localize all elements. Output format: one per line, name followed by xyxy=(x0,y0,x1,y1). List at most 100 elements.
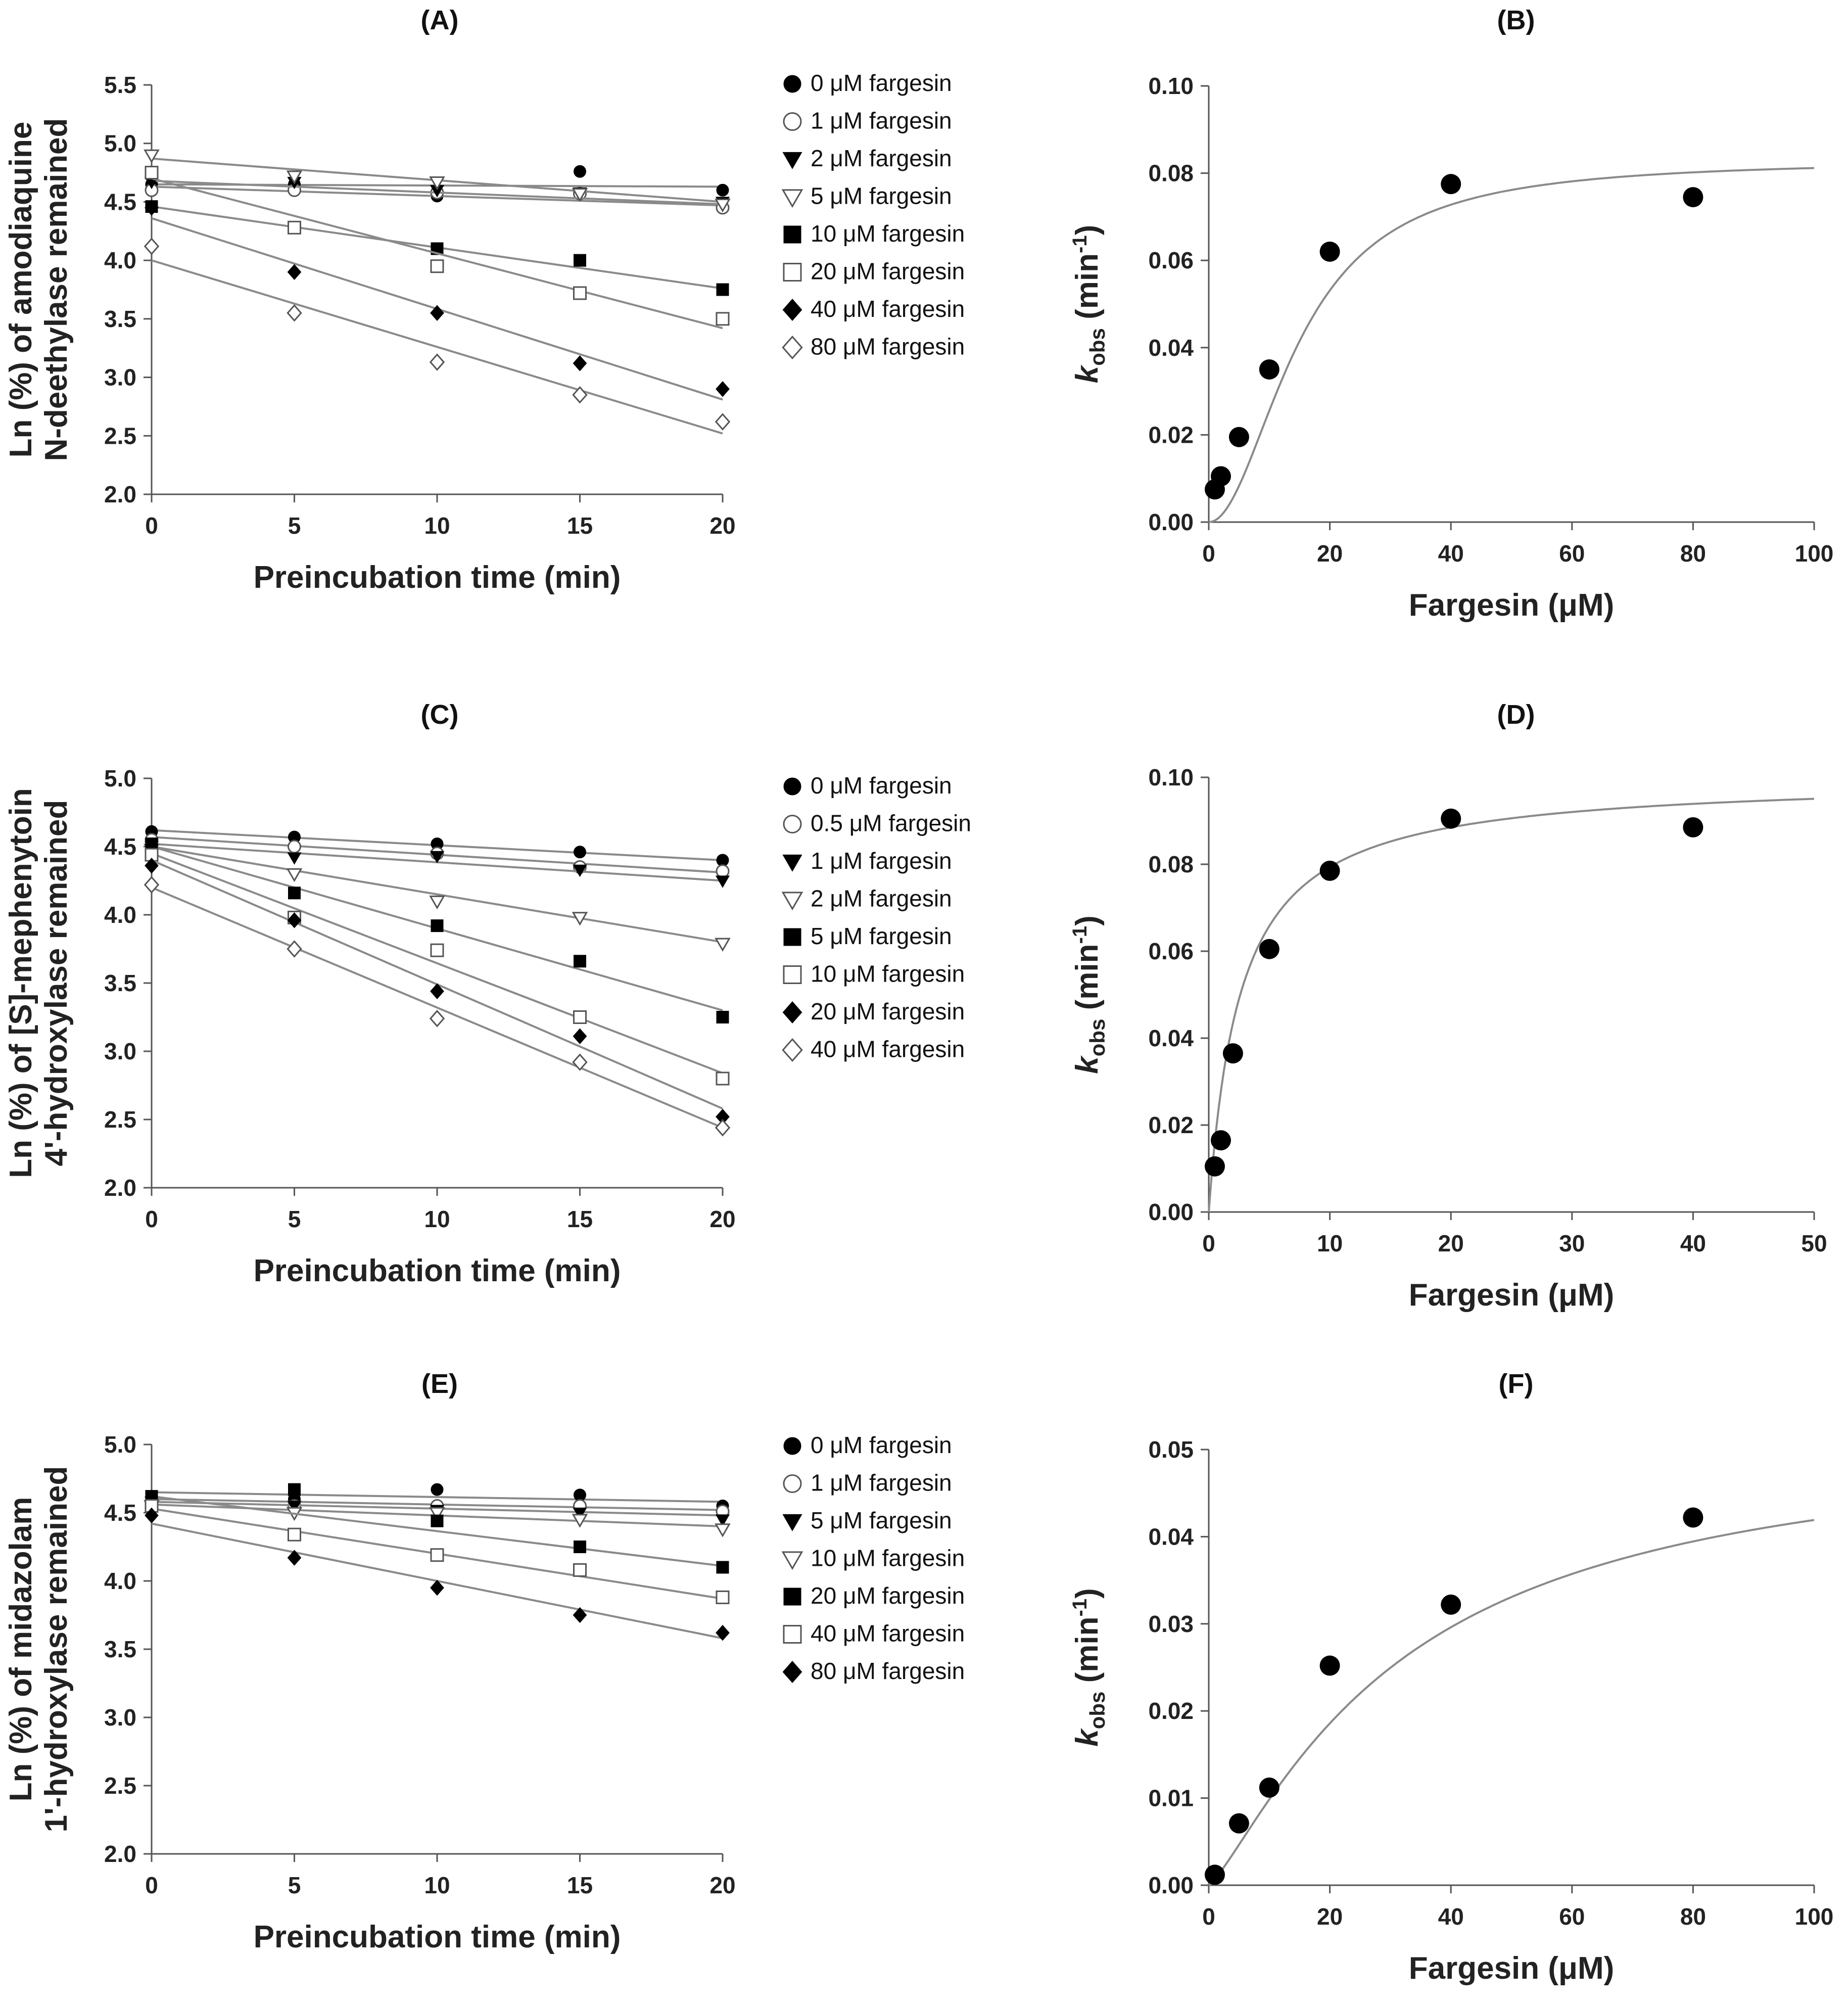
y-tick-label: 2.0 xyxy=(104,1175,136,1201)
y-tick-label: 0.00 xyxy=(1148,1199,1194,1225)
data-point xyxy=(430,259,444,273)
panel-title: (D) xyxy=(1497,700,1535,730)
y-title-end: ) xyxy=(1070,225,1105,236)
legend-label: 10 μM fargesin xyxy=(811,1545,965,1571)
legend-marker xyxy=(782,335,803,360)
y-tick-label: 0.03 xyxy=(1148,1611,1194,1637)
data-point xyxy=(287,1501,302,1513)
y-tick-label: 3.0 xyxy=(104,364,136,391)
data-point xyxy=(716,312,730,326)
data-point xyxy=(1683,187,1703,208)
y-tick-label: 4.0 xyxy=(104,1568,136,1594)
legend-label: 2 μM fargesin xyxy=(811,145,952,171)
data-point xyxy=(287,304,302,322)
y-tick-label: 2.0 xyxy=(104,481,136,507)
y-tick-label: 3.5 xyxy=(104,970,136,996)
data-point xyxy=(716,183,729,197)
data-point xyxy=(429,353,445,371)
fit-line xyxy=(151,852,723,1075)
data-point xyxy=(573,1010,587,1024)
y-tick-label: 2.5 xyxy=(104,423,136,449)
data-point xyxy=(286,170,303,184)
data-point xyxy=(145,1507,159,1524)
legend-label: 1 μM fargesin xyxy=(811,848,952,874)
data-point xyxy=(1210,466,1231,487)
fit-line xyxy=(151,259,723,435)
data-point xyxy=(429,1009,445,1028)
legend-marker xyxy=(783,777,801,796)
y-tick-label: 2.0 xyxy=(104,1841,136,1867)
panel-title: (B) xyxy=(1497,5,1535,35)
panel-C: (C) 0 5 10 15 20 2.0 2.5 3.0 3.5 4.0 4.5 5.0 Preincub… xyxy=(4,700,971,1288)
y-tick-label: 0.01 xyxy=(1148,1785,1194,1811)
x-tick-label: 30 xyxy=(1559,1230,1585,1256)
y-tick-label: 0.00 xyxy=(1148,1872,1194,1898)
legend-label: 20 μM fargesin xyxy=(811,258,965,285)
series-6 xyxy=(145,858,730,1125)
legend-marker xyxy=(782,1038,803,1062)
series-3 xyxy=(144,844,731,952)
panel-title: (E) xyxy=(421,1369,458,1399)
x-tick-label: 15 xyxy=(567,1206,593,1232)
legend-label: 5 μM fargesin xyxy=(811,183,952,209)
y-tick-label: 4.0 xyxy=(104,247,136,273)
series-4 xyxy=(145,837,729,1023)
legend-label: 0 μM fargesin xyxy=(811,772,952,799)
data-point xyxy=(716,381,730,397)
fit-curve xyxy=(1208,167,1815,523)
legend-marker xyxy=(783,815,802,833)
data-point xyxy=(573,1563,587,1577)
x-tick-label: 20 xyxy=(1438,1230,1464,1256)
legend-marker xyxy=(781,189,803,208)
x-axis-title: Fargesin (μM) xyxy=(1409,1278,1615,1313)
y-tick-label: 0.02 xyxy=(1148,422,1194,448)
x-tick-label: 20 xyxy=(1317,1903,1343,1930)
y-title-sup: -1 xyxy=(1069,926,1091,944)
fit-line xyxy=(151,887,723,1129)
data-point xyxy=(573,1028,587,1045)
y-tick-label: 3.0 xyxy=(104,1704,136,1731)
data-point xyxy=(1259,359,1280,380)
series-4 xyxy=(145,1483,729,1574)
y-tick-label: 0.08 xyxy=(1148,160,1194,186)
data-point xyxy=(716,1011,729,1023)
data-point xyxy=(144,238,160,255)
series-5 xyxy=(145,166,730,330)
y-axis-title: kobs (min-1) xyxy=(1069,915,1109,1074)
y-axis-title-line: Ln (%) of amodiaquine xyxy=(4,122,38,458)
x-tick-label: 40 xyxy=(1438,1903,1464,1930)
legend-marker xyxy=(782,298,802,321)
y-tick-label: 5.0 xyxy=(104,1431,136,1458)
data-point xyxy=(573,1607,587,1623)
x-axis-title: Preincubation time (min) xyxy=(254,1920,621,1954)
y-title-main: k xyxy=(1070,1055,1105,1074)
panel-D: (D) 0 10 20 30 40 50 0.00 0.02 0.04 0.06 0.08 0.10 Fa… xyxy=(1069,700,1827,1313)
legend-marker xyxy=(782,152,802,169)
legend-marker xyxy=(782,854,802,872)
legend-marker xyxy=(783,225,801,244)
legend-marker xyxy=(783,75,801,93)
x-tick-label: 20 xyxy=(709,1872,735,1898)
y-tick-label: 0.02 xyxy=(1148,1698,1194,1724)
fit-curve xyxy=(1208,798,1815,1213)
legend-label: 20 μM fargesin xyxy=(811,998,965,1024)
y-tick-label: 0.04 xyxy=(1148,335,1194,361)
series-7 xyxy=(144,876,731,1137)
legend-marker xyxy=(781,892,803,911)
data-point xyxy=(430,1548,444,1562)
x-tick-label: 0 xyxy=(145,1206,158,1232)
data-point xyxy=(429,1507,445,1521)
data-point xyxy=(287,1550,302,1566)
data-point xyxy=(715,413,731,431)
y-tick-label: 0.06 xyxy=(1148,938,1194,964)
legend-label: 0 μM fargesin xyxy=(811,70,952,96)
y-title-sup: -1 xyxy=(1069,1599,1091,1617)
legend-marker xyxy=(781,1551,803,1570)
legend-label: 40 μM fargesin xyxy=(811,1036,965,1062)
series-0 xyxy=(145,825,729,867)
legend-label: 0.5 μM fargesin xyxy=(811,810,971,836)
data-point xyxy=(288,1527,301,1542)
legend-label: 5 μM fargesin xyxy=(811,1507,952,1533)
y-axis-title-line: N-deethylase remained xyxy=(39,118,74,461)
data-point xyxy=(715,938,731,952)
